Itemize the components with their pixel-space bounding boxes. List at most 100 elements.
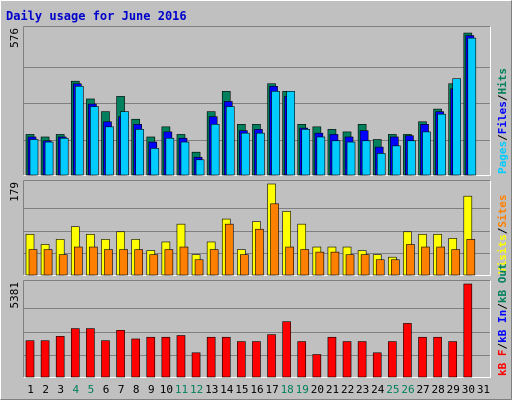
hits-bar-hits-day-1 <box>29 139 39 176</box>
x-tick-label-day-3: 3 <box>57 383 64 396</box>
hits-bar-hits-day-5 <box>90 106 99 176</box>
kbytes-bar-kb-f-day-11 <box>176 335 186 378</box>
hits-bar-hits-day-20 <box>316 136 326 176</box>
kbytes-bar-kb-f-day-7 <box>116 330 125 378</box>
kbytes-bar-kb-f-day-27 <box>418 336 427 378</box>
visits-bar-sites-day-21 <box>330 251 340 276</box>
visits-bar-sites-day-22 <box>345 254 355 276</box>
kbytes-bar-kb-f-day-8 <box>131 338 140 378</box>
hits-bar-hits-day-4 <box>74 85 84 176</box>
visits-bar-sites-day-2 <box>43 249 53 276</box>
visits-bar-sites-day-25 <box>391 259 400 276</box>
kbytes-legend-kb-f: kB F <box>496 350 509 377</box>
hits-bar-hits-day-11 <box>180 141 190 176</box>
visits-bar-sites-day-11 <box>179 246 189 276</box>
x-tick-label-day-14: 14 <box>220 383 234 396</box>
kbytes-bar-kb-f-day-23 <box>357 341 367 378</box>
x-tick-label-day-13: 13 <box>205 383 218 396</box>
hits-bar-hits-day-22 <box>346 141 356 176</box>
hits-bar-hits-day-19 <box>301 129 311 176</box>
x-tick-label-day-22: 22 <box>341 383 354 396</box>
chart-title: Daily usage for June 2016 <box>6 9 187 23</box>
hits-legend-separator: / <box>496 134 509 141</box>
hits-bar-hits-day-14 <box>225 106 235 176</box>
hits-legend-files: Files <box>496 101 509 134</box>
visits-bar-sites-day-18 <box>285 246 294 276</box>
x-tick-label-day-25: 25 <box>386 383 399 396</box>
visits-bar-sites-day-23 <box>360 254 370 276</box>
kbytes-bar-kb-f-day-15 <box>237 341 246 378</box>
x-tick-label-day-19: 19 <box>296 383 309 396</box>
visits-bar-sites-day-20 <box>315 251 325 276</box>
hits-bar-hits-day-17 <box>271 91 280 176</box>
visits-bar-sites-day-17 <box>270 203 279 276</box>
visits-bar-sites-day-27 <box>421 246 430 276</box>
visits-bar-sites-day-30 <box>466 239 476 276</box>
visits-legend-sites: Sites <box>496 195 509 228</box>
kbytes-legend-kb-in: kB In <box>496 310 509 343</box>
x-tick-label-day-21: 21 <box>326 383 339 396</box>
visits-bar-sites-day-16 <box>255 228 264 276</box>
visits-bar-sites-day-5 <box>89 246 98 276</box>
x-tick-label-day-23: 23 <box>356 383 369 396</box>
visits-bar-sites-day-13 <box>209 249 219 276</box>
kbytes-bar-kb-f-day-20 <box>312 354 322 378</box>
visits-bar-sites-day-10 <box>164 249 174 276</box>
hits-legend-separator: / <box>496 94 509 101</box>
x-tick-label-day-11: 11 <box>175 383 188 396</box>
x-tick-label-day-30: 30 <box>462 383 475 396</box>
hits-bar-hits-day-9 <box>150 148 160 176</box>
hits-ymax-label: 576 <box>8 28 21 48</box>
visits-bar-sites-day-15 <box>240 254 249 276</box>
hits-bar-hits-day-30 <box>467 37 477 176</box>
hits-bar-hits-day-18 <box>286 91 295 176</box>
visits-legend-visits: Visits <box>496 234 509 274</box>
x-tick-label-day-18: 18 <box>281 383 294 396</box>
visits-bar-sites-day-7 <box>119 249 128 276</box>
kbytes-bar-kb-f-day-25 <box>388 341 397 378</box>
visits-bar-sites-day-1 <box>28 249 38 276</box>
hits-bar-hits-day-13 <box>210 124 220 176</box>
hits-bar-hits-day-3 <box>59 137 69 176</box>
visits-bar-sites-day-29 <box>451 249 461 276</box>
x-tick-label-day-20: 20 <box>311 383 324 396</box>
visits-bar-sites-day-28 <box>436 246 445 276</box>
kbytes-bar-kb-f-day-21 <box>327 336 337 378</box>
kbytes-bar-kb-f-day-22 <box>342 341 352 378</box>
visits-ymax-label: 179 <box>8 182 21 202</box>
x-tick-label-day-31: 31 <box>477 383 490 396</box>
kbytes-bar-kb-f-day-18 <box>282 321 291 378</box>
hits-bar-hits-day-29 <box>452 78 462 176</box>
hits-bar-hits-day-8 <box>135 129 144 176</box>
kbytes-bar-kb-f-day-4 <box>70 328 80 378</box>
visits-legend-separator: / <box>496 227 509 234</box>
visits-bar-sites-day-26 <box>406 244 415 276</box>
kbytes-bar-kb-f-day-17 <box>267 334 276 378</box>
kbytes-bar-kb-f-day-19 <box>297 341 307 378</box>
kbytes-legend-separator: / <box>496 343 509 350</box>
x-tick-label-day-26: 26 <box>401 383 414 396</box>
hits-bar-hits-day-12 <box>195 159 205 176</box>
kbytes-bar-kb-f-day-3 <box>55 336 65 378</box>
kbytes-bar-kb-f-day-9 <box>146 336 156 378</box>
x-tick-label-day-4: 4 <box>73 383 80 396</box>
kbytes-bar-kb-f-day-26 <box>403 323 412 378</box>
kbytes-bar-kb-f-day-14 <box>221 336 231 378</box>
visits-bar-sites-day-12 <box>194 259 204 276</box>
hits-legend-pages: Pages <box>496 141 509 174</box>
x-tick-label-day-12: 12 <box>190 383 203 396</box>
x-tick-label-day-7: 7 <box>118 383 125 396</box>
x-tick-label-day-27: 27 <box>416 383 429 396</box>
visits-bar-sites-day-6 <box>104 249 113 276</box>
kbytes-bar-kb-f-day-29 <box>448 341 458 378</box>
hits-bar-hits-day-10 <box>165 137 175 176</box>
visits-bar-sites-day-8 <box>134 249 143 276</box>
hits-bar-hits-day-21 <box>331 140 341 176</box>
kbytes-bar-kb-f-day-2 <box>40 340 50 378</box>
visits-bar-sites-day-9 <box>149 254 159 276</box>
x-tick-label-day-15: 15 <box>235 383 248 396</box>
kbytes-bar-kb-f-day-28 <box>433 336 442 378</box>
hits-bar-hits-day-2 <box>44 141 54 176</box>
